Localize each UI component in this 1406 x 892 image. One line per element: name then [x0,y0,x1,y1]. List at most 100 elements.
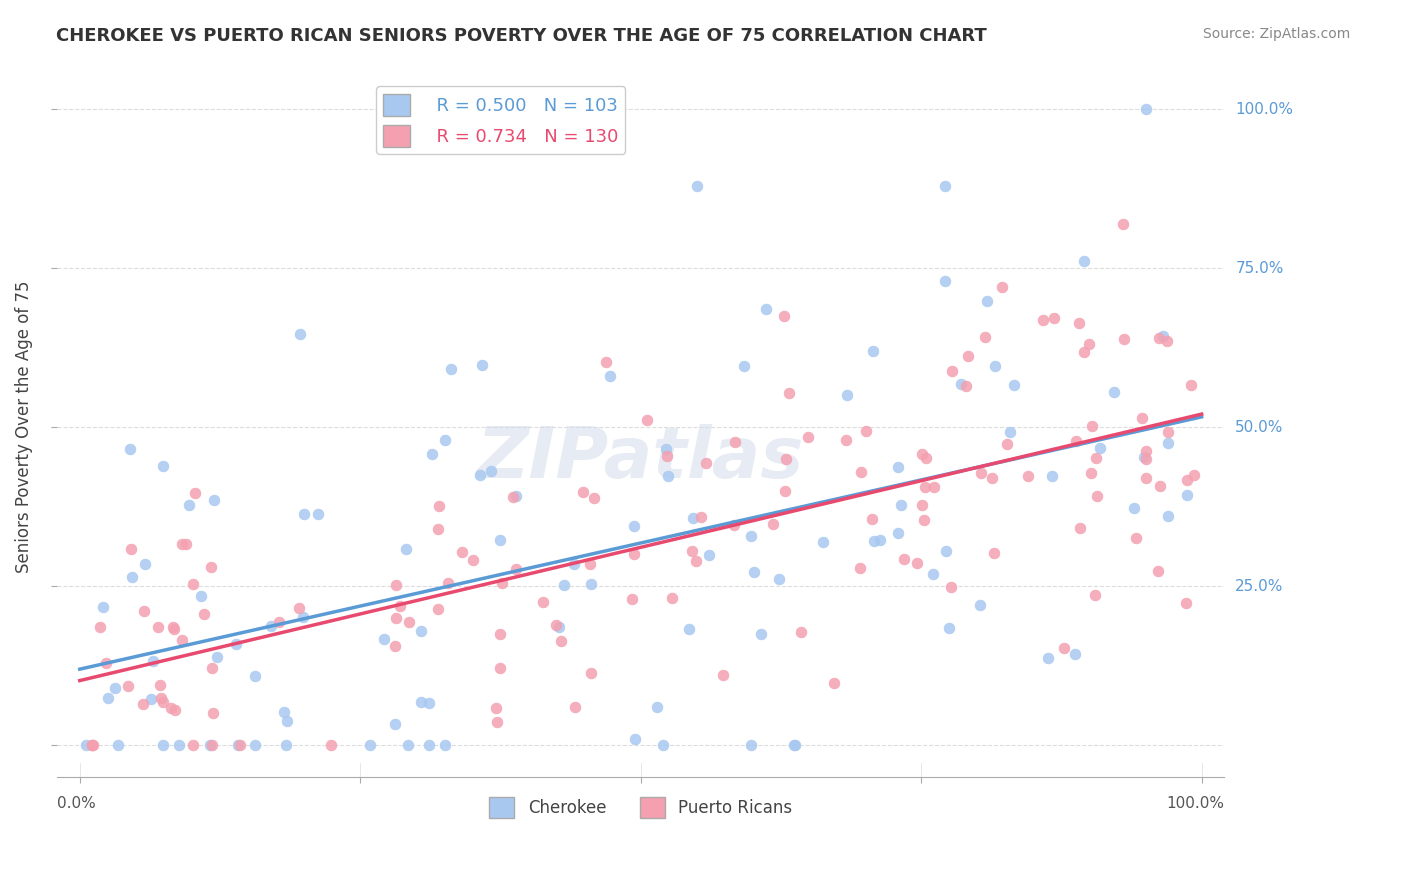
Point [440,362,463,376]
Point [1078,337,1101,351]
Point [121,570,143,584]
Point [82,738,104,752]
Point [174,536,197,550]
Point [699,549,721,563]
Point [1133,450,1156,464]
Point [775,483,797,498]
Point [956,349,979,363]
Point [1064,647,1087,661]
Point [723,517,745,532]
Point [783,738,806,752]
Point [914,480,936,494]
Point [1157,509,1180,524]
Point [733,359,755,373]
Point [711,668,734,682]
Point [471,359,494,373]
Point [974,329,997,343]
Point [1080,466,1102,480]
Point [1088,441,1111,455]
Point [384,717,406,731]
Point [91,599,114,614]
Point [1135,102,1157,116]
Text: 50.0%: 50.0% [1236,419,1284,434]
Text: 100.0%: 100.0% [1236,102,1294,117]
Point [97,691,120,706]
Point [226,738,249,752]
Point [1122,501,1144,516]
Text: 25.0%: 25.0% [1236,579,1284,593]
Point [1147,331,1170,345]
Point [150,690,173,705]
Point [120,541,142,556]
Point [163,703,186,717]
Point [273,705,295,719]
Point [146,619,169,633]
Point [1135,451,1157,466]
Point [1135,471,1157,485]
Point [491,576,513,591]
Point [198,738,221,752]
Point [427,523,450,537]
Point [1112,217,1135,231]
Point [117,679,139,693]
Point [373,632,395,646]
Point [860,512,883,526]
Point [120,442,142,456]
Point [849,561,872,575]
Point [307,507,329,521]
Point [983,546,1005,560]
Point [686,178,709,193]
Point [205,649,228,664]
Point [1135,443,1157,458]
Point [922,480,945,494]
Point [755,301,778,316]
Point [572,484,595,499]
Point [983,359,1005,374]
Point [740,529,762,543]
Point [433,433,456,447]
Point [621,592,644,607]
Point [1152,329,1174,343]
Point [1053,641,1076,656]
Point [778,385,800,400]
Point [385,578,408,592]
Point [969,598,991,612]
Point [911,498,934,512]
Point [488,627,510,641]
Point [291,609,314,624]
Point [775,452,797,467]
Point [823,676,845,690]
Point [562,557,585,571]
Point [418,738,440,752]
Point [934,179,956,194]
Point [1040,469,1063,483]
Point [1067,316,1090,330]
Point [811,534,834,549]
Point [134,557,156,571]
Point [862,344,884,359]
Point [762,516,785,531]
Point [1175,488,1198,502]
Point [484,701,506,715]
Point [835,434,858,448]
Point [531,595,554,609]
Point [267,615,290,629]
Point [1002,377,1025,392]
Point [682,511,704,525]
Point [427,499,450,513]
Point [1102,384,1125,399]
Point [912,513,935,527]
Point [1182,467,1205,482]
Point [783,738,806,752]
Text: CHEROKEE VS PUERTO RICAN SENIORS POVERTY OVER THE AGE OF 75 CORRELATION CHART: CHEROKEE VS PUERTO RICAN SENIORS POVERTY… [56,27,987,45]
Point [599,369,621,384]
Point [384,640,406,654]
Point [678,622,700,636]
Point [582,491,605,505]
Point [486,714,509,729]
Point [437,576,460,591]
Point [790,624,813,639]
Point [742,565,765,579]
Point [995,436,1018,450]
Point [595,354,617,368]
